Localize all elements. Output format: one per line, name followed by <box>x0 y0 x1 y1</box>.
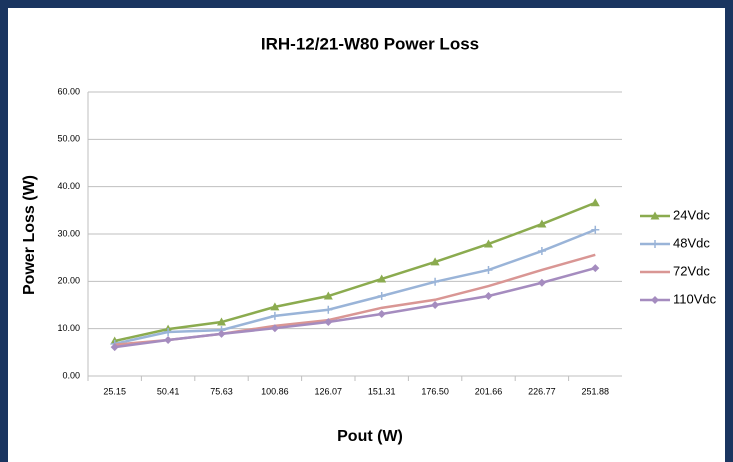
point <box>377 309 386 318</box>
x-tick-label: 151.31 <box>368 386 396 396</box>
series-line <box>114 201 596 343</box>
point <box>484 265 493 274</box>
y-axis-label: Power Loss (W) <box>21 175 38 295</box>
legend-marker <box>651 296 659 304</box>
point <box>164 336 173 345</box>
point <box>217 317 226 326</box>
y-tick-label: 30.00 <box>57 228 80 238</box>
x-axis-label: Pout (W) <box>337 428 403 445</box>
x-tick-label: 100.86 <box>261 386 289 396</box>
point <box>324 305 333 314</box>
x-tick-label: 126.07 <box>315 386 343 396</box>
point <box>110 343 119 352</box>
point <box>537 219 547 228</box>
x-tick-label: 251.88 <box>582 386 610 396</box>
y-tick-label: 60.00 <box>57 86 80 96</box>
point <box>537 278 546 287</box>
chart: IRH-12/21-W80 Power Loss Power Loss (W) … <box>8 8 725 462</box>
y-tick-label: 0.00 <box>62 370 80 380</box>
legend-marker <box>651 240 659 248</box>
point <box>591 264 600 273</box>
x-tick-label: 226.77 <box>528 386 556 396</box>
point <box>270 311 279 320</box>
legend-marker <box>650 211 660 220</box>
y-tick-label: 20.00 <box>57 276 80 286</box>
point <box>431 277 440 286</box>
point <box>591 225 600 234</box>
point <box>484 292 493 301</box>
x-tick-label: 176.50 <box>421 386 449 396</box>
point <box>323 291 333 300</box>
y-tick-label: 10.00 <box>57 323 80 333</box>
x-tick-label: 75.63 <box>210 386 233 396</box>
x-tick-label: 25.15 <box>103 386 126 396</box>
point <box>324 318 333 327</box>
point <box>430 257 440 266</box>
legend-label: 48Vdc <box>673 235 710 250</box>
point <box>164 327 173 336</box>
y-tick-label: 40.00 <box>57 181 80 191</box>
point <box>590 198 600 207</box>
point <box>377 292 386 301</box>
series-line <box>114 266 596 349</box>
x-tick-label: 50.41 <box>157 386 180 396</box>
y-tick-label: 50.00 <box>57 134 80 144</box>
point <box>431 301 440 309</box>
chart-title: IRH-12/21-W80 Power Loss <box>261 34 479 53</box>
legend-label: 110Vdc <box>673 291 717 306</box>
legend-label: 24Vdc <box>673 207 710 222</box>
point <box>484 239 493 248</box>
point <box>270 324 279 333</box>
point <box>217 329 226 338</box>
x-tick-label: 201.66 <box>475 386 503 396</box>
legend-label: 72Vdc <box>673 263 710 278</box>
point <box>377 274 387 283</box>
point <box>537 247 546 256</box>
point <box>270 302 280 311</box>
series-line <box>114 228 596 346</box>
